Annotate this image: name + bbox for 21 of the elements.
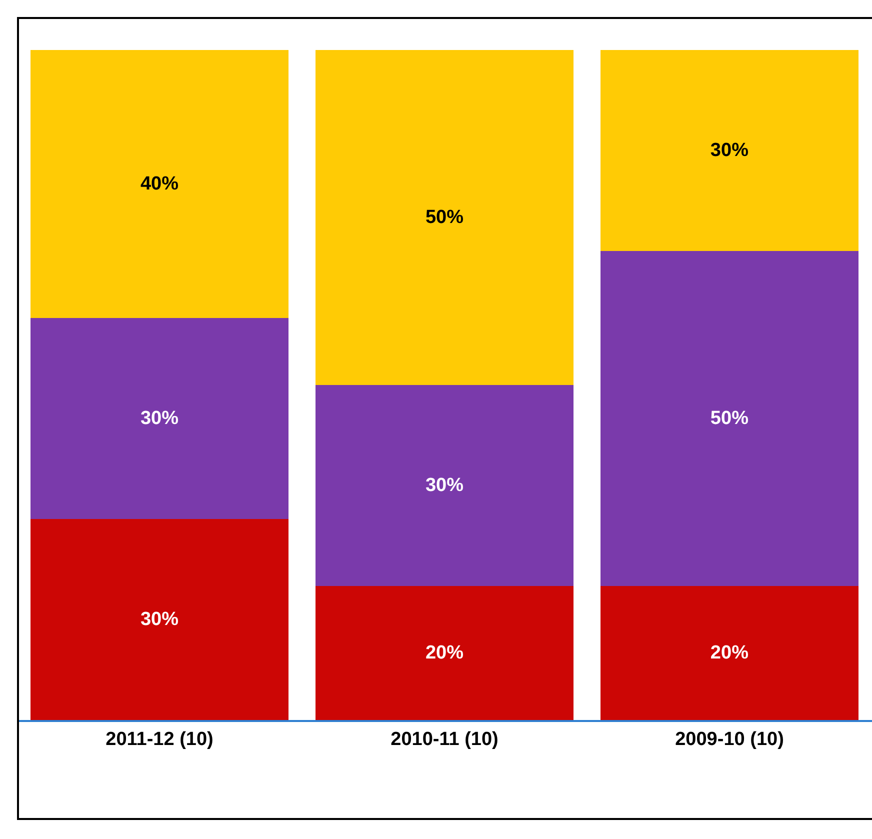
bar [600, 50, 859, 251]
data-label: 30% [710, 140, 749, 161]
bar [315, 50, 574, 385]
data-label: 30% [140, 408, 179, 429]
data-label: 50% [710, 408, 749, 429]
bar [315, 586, 574, 720]
data-label: 30% [425, 475, 464, 496]
x-tick-label: 2011-12 (10) [106, 728, 214, 750]
bar [315, 385, 574, 586]
x-tick-label: 2010-11 (10) [390, 728, 498, 750]
data-label: 50% [425, 207, 464, 228]
data-label: 20% [425, 642, 464, 664]
bar [30, 318, 289, 519]
bar [600, 251, 859, 586]
bar [30, 50, 289, 318]
data-label: 40% [140, 174, 179, 194]
data-label: 30% [140, 609, 179, 630]
bar [30, 519, 289, 720]
bar [600, 586, 859, 720]
data-label: 20% [710, 642, 749, 664]
x-tick-label: 2009-10 (10) [675, 728, 784, 750]
